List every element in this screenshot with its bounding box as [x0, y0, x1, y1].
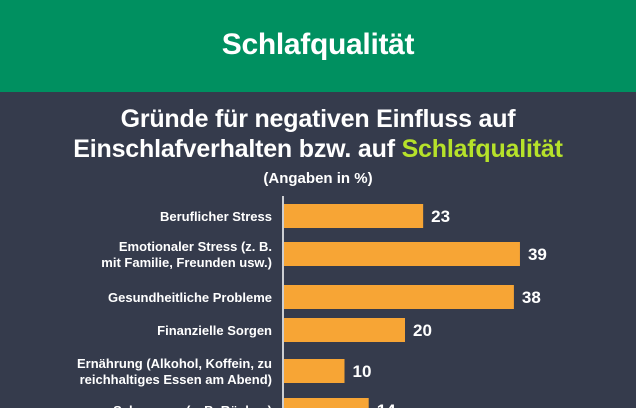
data-label-2: 38 [522, 288, 541, 307]
data-label-1: 39 [528, 245, 547, 264]
category-label-1-line0: Emotionaler Stress (z. B. [119, 239, 272, 254]
data-label-0: 23 [431, 207, 450, 226]
bar-0 [284, 204, 424, 228]
page-title: Schlafqualität [221, 28, 415, 61]
chart-title: Gründe für negativen Einfluss auf Einsch… [0, 104, 636, 164]
category-label-0: Beruflicher Stress [160, 209, 272, 224]
category-label-2: Gesundheitliche Probleme [108, 290, 272, 305]
category-label-4-line0: Ernährung (Alkohol, Koffein, zu [77, 356, 272, 371]
bar-3 [284, 318, 405, 342]
bar-1 [284, 242, 520, 266]
data-label-3: 20 [413, 321, 432, 340]
bars-group: 23 Beruflicher Stress 39 Emotionaler Stress… [77, 204, 547, 408]
chart-title-line1: Gründe für negativen Einfluss auf [120, 105, 516, 133]
category-label-4-line1: reichhaltiges Essen am Abend) [80, 372, 272, 387]
bar-2 [284, 285, 514, 309]
chart-title-line2-prefix: Einschlafverhalten bzw. auf [73, 135, 395, 163]
bar-4 [284, 359, 345, 383]
category-label-3: Finanzielle Sorgen [157, 323, 272, 338]
chart-title-line2: Einschlafverhalten bzw. auf Schlafqualit… [0, 134, 636, 164]
data-label-4: 10 [353, 362, 372, 381]
category-label-1-line1: mit Familie, Freunden usw.) [101, 255, 272, 270]
data-label-5: 14 [377, 401, 396, 408]
header-band [0, 0, 636, 92]
chart-title-highlight: Schlafqualität [401, 135, 563, 163]
category-label-5: Schmerzen (z. B. Rücken) [113, 403, 272, 408]
bar-5 [284, 398, 369, 408]
chart-subtitle: (Angaben in %) [263, 170, 373, 187]
